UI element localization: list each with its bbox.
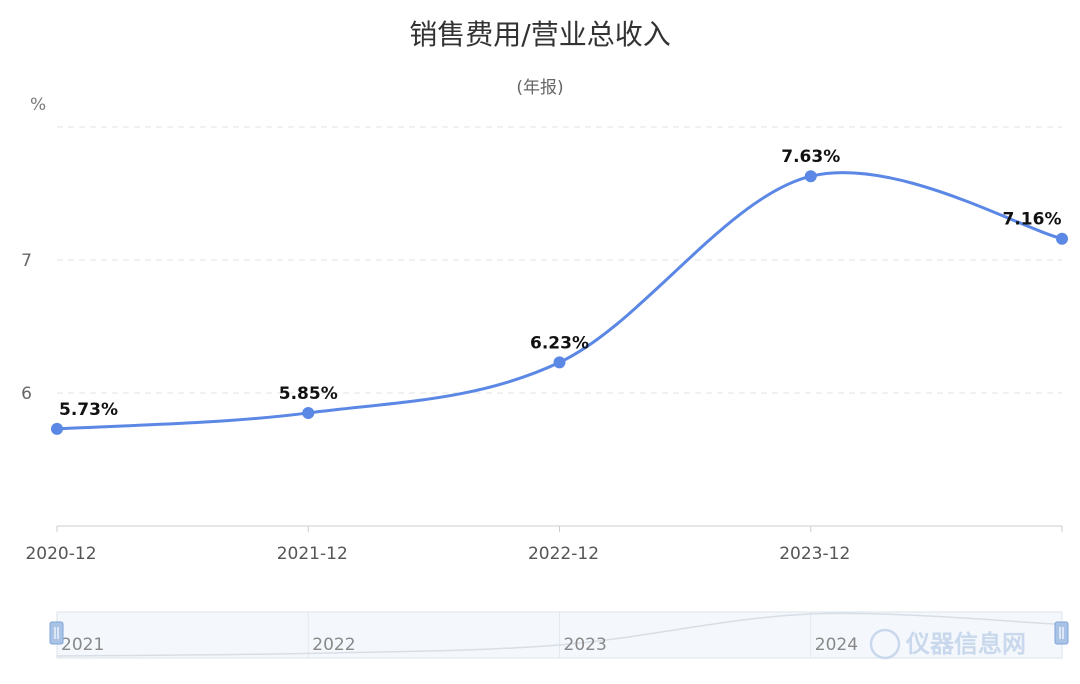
zoom-year-labels: 2021 2022 2023 2024 [61, 635, 858, 655]
data-label: 7.16% [1003, 210, 1062, 230]
grid-lines [57, 126, 1062, 394]
zoom-year-label: 2023 [564, 635, 607, 655]
data-point[interactable] [553, 356, 566, 369]
data-zoom-slider[interactable]: 2021 2022 2023 2024 [49, 611, 1069, 659]
x-axis-ticks: 2020-12 2021-12 2022-12 2023-12 [25, 526, 1063, 564]
data-points [51, 170, 1068, 435]
data-point[interactable] [1056, 232, 1068, 245]
watermark: 仪器信息网 [869, 628, 1026, 660]
zoom-handle-right[interactable] [1054, 621, 1069, 645]
watermark-text: 仪器信息网 [905, 630, 1026, 658]
zoom-handle-left[interactable] [49, 621, 64, 645]
y-axis-ticks: 67 [21, 251, 32, 404]
x-tick-label: 2022-12 [528, 544, 599, 564]
watermark-logo-icon [869, 628, 901, 660]
data-point[interactable] [51, 422, 63, 435]
zoom-year-label: 2022 [312, 635, 355, 655]
x-tick-label: 2020-12 [25, 544, 96, 564]
zoom-dividers [307, 612, 812, 658]
zoom-preview-line [56, 612, 1063, 657]
data-label: 5.73% [59, 400, 118, 420]
data-labels: 5.73% 5.85% 6.23% 7.63% 7.16% [59, 147, 1061, 420]
series-line [56, 171, 1063, 431]
data-point[interactable] [804, 170, 817, 183]
data-label: 7.63% [781, 147, 840, 167]
y-axis-unit: % [30, 95, 46, 115]
zoom-year-label: 2024 [815, 635, 858, 655]
y-tick-label: 6 [21, 384, 32, 404]
data-label: 6.23% [530, 333, 589, 353]
chart-subtitle: (年报) [516, 78, 563, 98]
x-tick-label: 2023-12 [779, 544, 850, 564]
y-tick-label: 7 [21, 251, 32, 271]
data-point[interactable] [302, 406, 315, 419]
x-tick-label: 2021-12 [277, 544, 348, 564]
chart-title: 销售费用/营业总收入 [409, 18, 670, 51]
data-label: 5.85% [279, 384, 338, 404]
zoom-year-label: 2021 [61, 635, 104, 655]
